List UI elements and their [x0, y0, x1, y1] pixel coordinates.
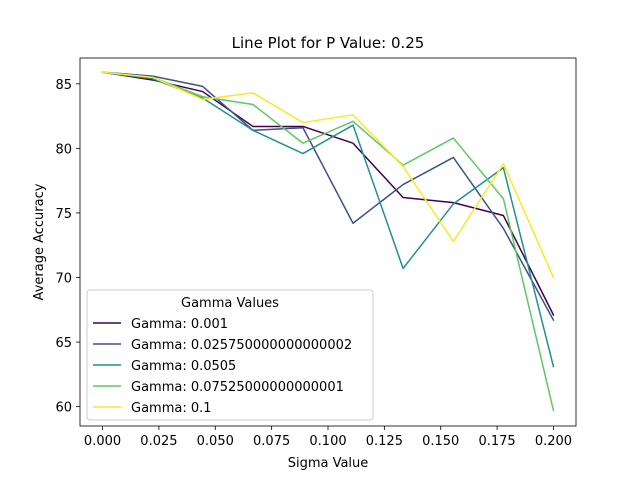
legend-title: Gamma Values	[181, 296, 279, 311]
legend-box	[86, 289, 374, 421]
legend-label-2: Gamma: 0.0505	[131, 359, 236, 374]
plot-area: 0.000 0.025 0.050 0.075 0.100 0.125 0.150 0.175…	[55, 57, 577, 449]
x-tick-label: 0.075	[253, 434, 290, 449]
x-tick-label: 0.125	[366, 434, 403, 449]
series-line-4	[101, 71, 555, 279]
series-line-3	[101, 71, 555, 412]
x-tick-label: 0.000	[84, 434, 121, 449]
y-tick-label: 80	[55, 142, 72, 157]
x-tick-label: 0.150	[422, 434, 459, 449]
x-tick-label: 0.200	[535, 434, 572, 449]
x-tick-label: 0.175	[478, 434, 515, 449]
series-line-0	[101, 71, 555, 316]
y-tick-label: 60	[55, 401, 72, 416]
y-tick-label: 70	[55, 272, 72, 287]
x-tick-label: 0.050	[197, 434, 234, 449]
legend-label-3: Gamma: 0.07525000000000001	[131, 380, 344, 395]
chart-title: Line Plot for P Value: 0.25	[232, 34, 425, 52]
y-axis-label: Average Accuracy	[32, 183, 47, 300]
y-tick-label: 65	[55, 336, 72, 351]
legend-label-4: Gamma: 0.1	[131, 401, 212, 416]
x-tick-label: 0.025	[140, 434, 177, 449]
x-axis-label: Sigma Value	[288, 456, 369, 471]
y-tick-label: 75	[55, 207, 72, 222]
x-tick-label: 0.100	[309, 434, 346, 449]
legend-label-1: Gamma: 0.025750000000000002	[131, 338, 352, 353]
series-line-1	[101, 71, 555, 322]
legend-label-0: Gamma: 0.001	[131, 317, 228, 332]
y-tick-label: 85	[55, 78, 72, 93]
